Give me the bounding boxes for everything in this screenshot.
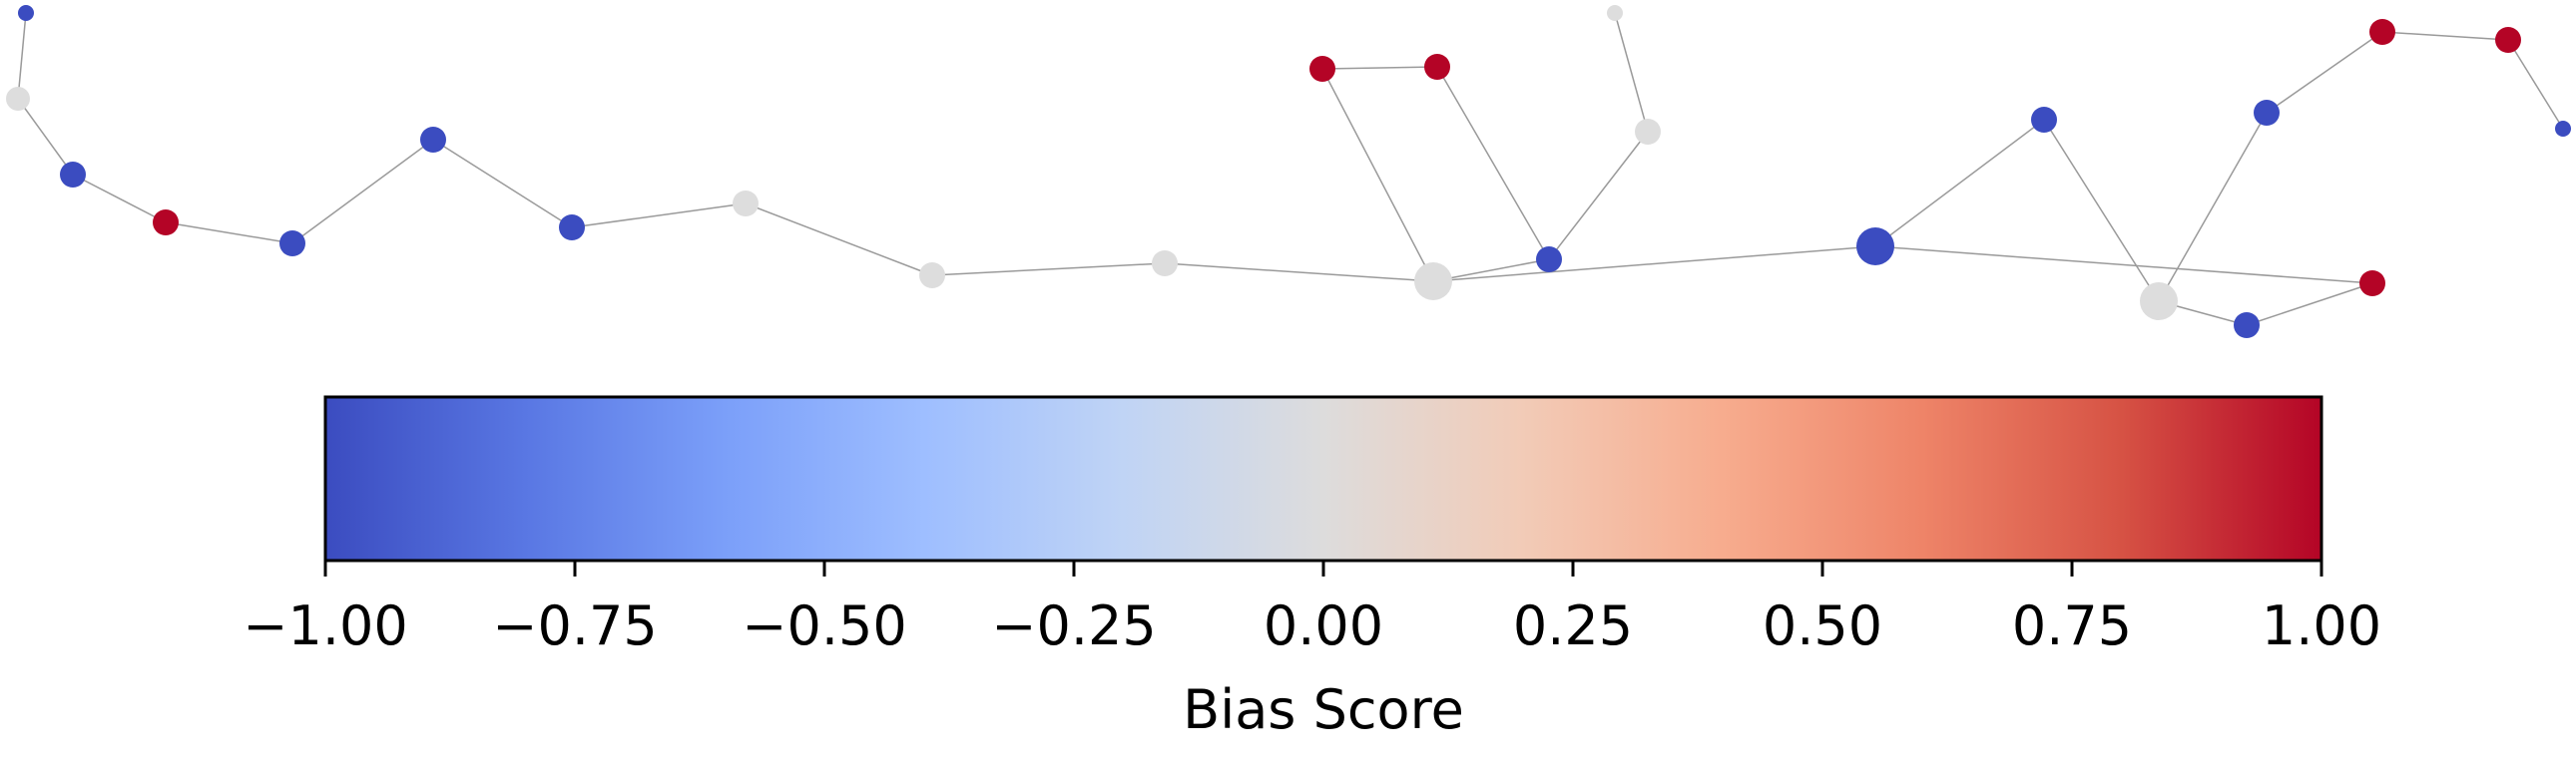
graph-edges [17, 12, 2564, 326]
colorbar-tick-label: 0.50 [1763, 594, 1882, 657]
graph-edge [291, 139, 434, 244]
colorbar-tick-label: −1.00 [243, 594, 407, 657]
graph-node [1856, 227, 1894, 265]
colorbar-tick-label: 0.25 [1513, 594, 1633, 657]
graph-edge [1432, 258, 1550, 282]
graph-edge [2507, 39, 2564, 130]
graph-edge [2266, 31, 2383, 114]
graph-edge [1321, 68, 1434, 282]
graph-edge [1321, 66, 1438, 70]
colorbar-ticks: −1.00 −0.75 −0.50 −0.25 0.00 0.25 0.50 0.75 1.00 [243, 561, 2381, 657]
graph-edge [2158, 112, 2268, 302]
graph-node [559, 214, 585, 240]
graph-node [2359, 270, 2385, 296]
graph-node [1152, 250, 1178, 276]
graph-edge [72, 174, 167, 223]
graph-edge [17, 12, 27, 100]
graph-node [919, 262, 945, 288]
colorbar-tick-label: 0.00 [1264, 594, 1383, 657]
graph-edge [571, 202, 747, 228]
colorbar-title: Bias Score [1183, 678, 1464, 741]
graph-edge [2043, 119, 2160, 302]
colorbar-tick-label: 1.00 [2262, 594, 2381, 657]
graph-edge [745, 202, 933, 276]
graph-node [60, 162, 86, 188]
graph-edge [2246, 282, 2373, 326]
graph-node [18, 5, 34, 21]
graph-node [2234, 312, 2260, 338]
colorbar-tick-label: −0.25 [991, 594, 1156, 657]
colorbar: −1.00 −0.75 −0.50 −0.25 0.00 0.25 0.50 0.75 1.00… [243, 395, 2381, 741]
graph-node [2495, 27, 2521, 53]
graph-node [1635, 119, 1661, 145]
graph-edge [2381, 31, 2509, 41]
graph-edge [1874, 119, 2045, 247]
graph-edge [1436, 66, 1550, 260]
graph-node [1536, 246, 1562, 272]
graph-node [1607, 5, 1623, 21]
graph-node [6, 87, 30, 111]
graph-edge [1432, 245, 1876, 282]
graph-nodes [6, 5, 2571, 338]
graph-edge [1548, 131, 1649, 260]
graph-node [2031, 107, 2057, 133]
graph-node [420, 127, 446, 153]
graph-node [1309, 56, 1335, 82]
colorbar-tick-label: −0.75 [492, 594, 657, 657]
graph-edge [1164, 262, 1434, 282]
colorbar-tick-label: 0.75 [2012, 594, 2132, 657]
graph-edge [17, 98, 74, 176]
graph-edge [931, 262, 1166, 276]
graph-node [279, 230, 305, 256]
colorbar-gradient [323, 395, 2323, 563]
graph-node [1424, 54, 1450, 80]
graph-edge [432, 139, 573, 228]
graph-edge [165, 221, 293, 244]
graph-node [2555, 121, 2571, 137]
colorbar-tick-label: −0.50 [742, 594, 906, 657]
graph-edge [1614, 12, 1649, 133]
graph-node [2140, 282, 2178, 320]
graph-edge [1874, 245, 2373, 284]
graph-node [1414, 262, 1452, 300]
graph-node [153, 209, 179, 235]
graph-node [733, 191, 759, 216]
graph-node [2254, 100, 2280, 126]
graph-node [2369, 19, 2395, 45]
